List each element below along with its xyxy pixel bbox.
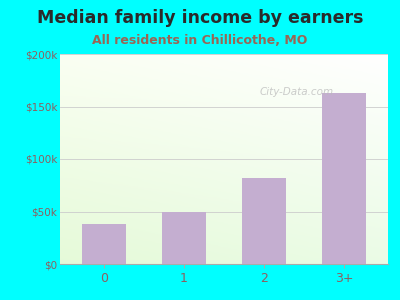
Bar	[242, 178, 286, 264]
Bar	[82, 224, 126, 264]
Text: Median family income by earners: Median family income by earners	[37, 9, 363, 27]
Bar	[162, 212, 206, 264]
Text: All residents in Chillicothe, MO: All residents in Chillicothe, MO	[92, 34, 308, 47]
Bar	[322, 93, 366, 264]
Text: City-Data.com: City-Data.com	[259, 87, 333, 97]
